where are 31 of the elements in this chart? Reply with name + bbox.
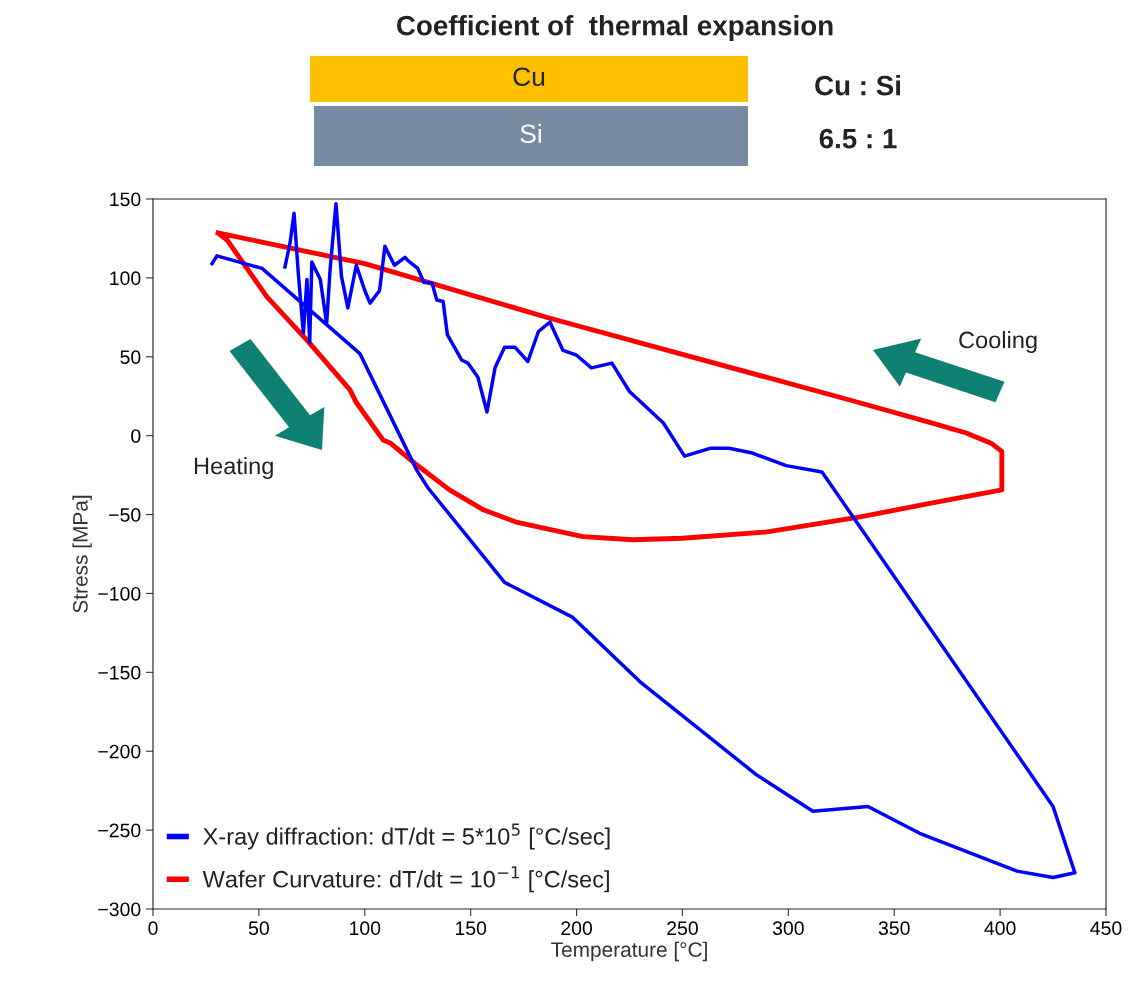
y-tick-label: 150: [110, 192, 141, 207]
y-tick-label: −50: [109, 508, 141, 522]
y-tick-label: −150: [98, 665, 141, 680]
text: Cu : Si: [815, 75, 901, 96]
annotation: Heating: [194, 456, 273, 479]
x-tick-label: 250: [667, 921, 698, 936]
x-tick-label: 450: [1090, 921, 1122, 936]
x-tick-label: 150: [455, 921, 487, 936]
x-tick-label: 350: [878, 921, 910, 936]
x-tick-label: 200: [561, 921, 593, 936]
chart-title: Coefficient of thermal expansion: [396, 15, 833, 41]
y-tick-label: −300: [98, 902, 141, 917]
annotation: Cooling: [959, 330, 1037, 353]
y-tick-label: 100: [110, 271, 141, 286]
y-tick-label: −250: [98, 823, 141, 838]
x-tick-label: 300: [772, 921, 804, 936]
text: Cu: [513, 67, 545, 87]
text: Si: [520, 123, 541, 144]
text: 6.5 : 1: [819, 128, 897, 149]
y-tick-label: 50: [120, 350, 141, 365]
x-tick-label: 0: [148, 921, 158, 936]
x-tick-label: 400: [984, 921, 1016, 936]
y-tick-label: −200: [98, 744, 141, 759]
legend-label: X-ray diffraction: dT/dt = 5*10$^{5}$ [°C/sec]: [203, 823, 610, 850]
legend-label: Wafer Curvature: dT/dt = 10$^{−1}$ [°C/sec]: [202, 866, 609, 893]
x-tick-label: 50: [248, 921, 269, 936]
y-axis-title: Stress [MPa]: [72, 495, 92, 613]
y-tick-label: 0: [131, 429, 141, 443]
x-tick-label: 100: [350, 921, 381, 936]
x-axis-title: Temperature [°C]: [551, 941, 707, 962]
y-tick-label: −100: [98, 586, 141, 601]
